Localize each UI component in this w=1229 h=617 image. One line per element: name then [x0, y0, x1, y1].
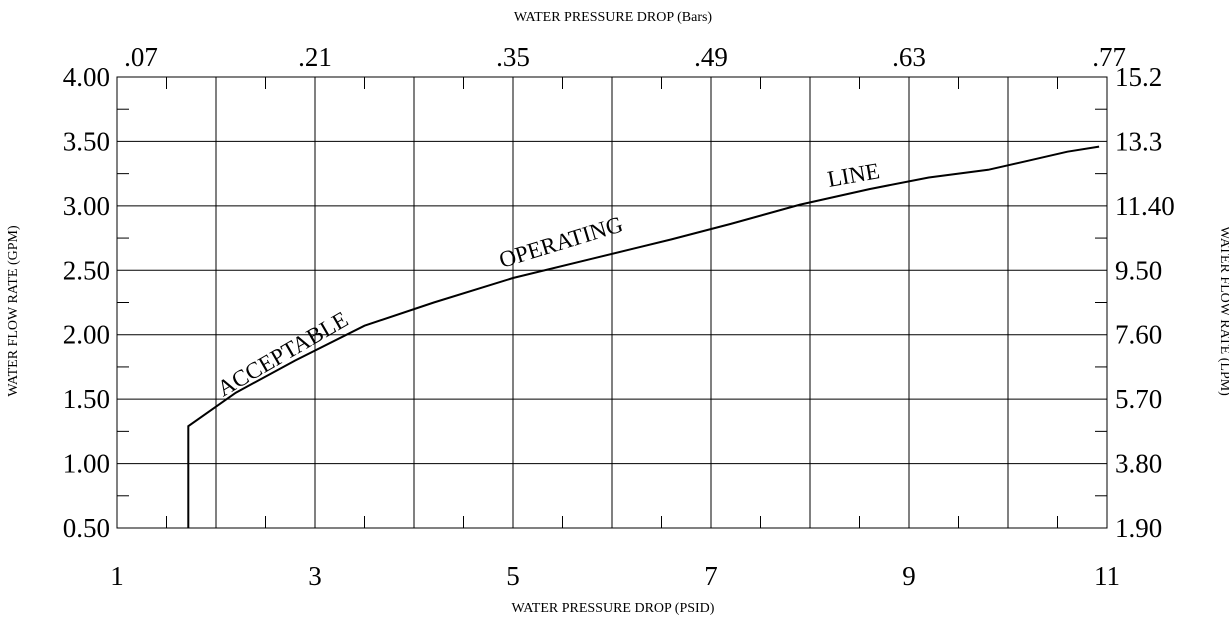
y-tick-label: 2.00: [63, 320, 110, 350]
x-tick-label: 9: [902, 561, 916, 591]
y-tick-label: 0.50: [63, 513, 110, 543]
right-tick-label: 15.2: [1115, 62, 1162, 92]
y-tick-label: 2.50: [63, 255, 110, 285]
curve-label-operating: OPERATING: [496, 212, 626, 273]
right-tick-label: 11.40: [1115, 191, 1175, 221]
operating-line: [187, 145, 1100, 528]
top-tick-label: .07: [124, 42, 158, 72]
bottom-axis-title: WATER PRESSURE DROP (PSID): [512, 601, 715, 616]
y-tick-label: 1.00: [63, 449, 110, 479]
top-tick-label: .21: [298, 42, 332, 72]
curve-label-line: LINE: [826, 158, 882, 192]
x-tick-label: 7: [704, 561, 718, 591]
grid: [117, 77, 1107, 528]
top-axis-title: WATER PRESSURE DROP (Bars): [514, 10, 713, 25]
left-axis-title: WATER FLOW RATE (GPM): [6, 225, 21, 397]
y-tick-label: 4.00: [63, 62, 110, 92]
x-tick-label: 3: [308, 561, 322, 591]
top-tick-label: .49: [694, 42, 728, 72]
right-tick-label: 9.50: [1115, 255, 1162, 285]
top-tick-label: .77: [1092, 42, 1126, 72]
x-tick-label: 5: [506, 561, 520, 591]
x-tick-label: 1: [110, 561, 124, 591]
right-tick-label: 1.90: [1115, 513, 1162, 543]
plot-frame: [116, 76, 1108, 529]
top-tick-label: .63: [892, 42, 926, 72]
y-tick-label: 3.50: [63, 126, 110, 156]
minor-ticks: [117, 77, 1107, 528]
x-tick-label: 11: [1094, 561, 1120, 591]
y-tick-label: 1.50: [63, 384, 110, 414]
right-tick-label: 13.3: [1115, 126, 1162, 156]
tick-labels: 1 3 5 7 9 11 .07 .21 .35 .49 .63 .77 0.50 1.00 1.50 2.0…: [63, 42, 1175, 591]
curve-label-acceptable: ACCEPTABLE: [213, 306, 352, 401]
curve: [187, 145, 1100, 528]
top-tick-label: .35: [496, 42, 530, 72]
y-tick-label: 3.00: [63, 191, 110, 221]
right-tick-label: 7.60: [1115, 320, 1162, 350]
right-tick-label: 3.80: [1115, 449, 1162, 479]
right-tick-label: 5.70: [1115, 384, 1162, 414]
right-axis-title: WATER FLOW RATE (LPM): [1217, 226, 1229, 396]
